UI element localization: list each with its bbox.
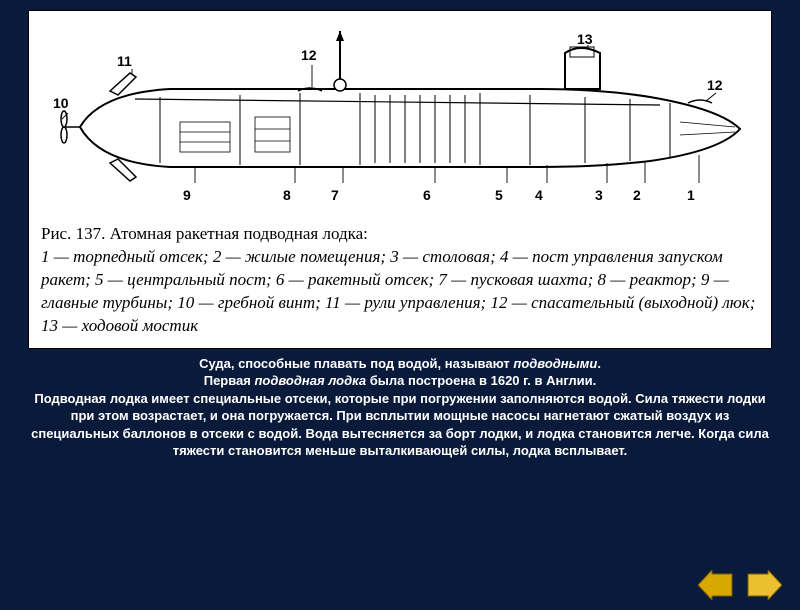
line1a: Суда, способные плавать под водой, назыв…: [199, 356, 513, 371]
line1b: подводными: [513, 356, 597, 371]
callout-12a: 12: [301, 47, 317, 63]
figure-caption: Рис. 137. Атомная ракетная подводная лод…: [35, 217, 765, 338]
line2c: была построена в 1620 г. в Англии.: [366, 373, 596, 388]
callout-4: 4: [535, 187, 543, 203]
callout-9: 9: [183, 187, 191, 203]
callout-5: 5: [495, 187, 503, 203]
callout-13: 13: [577, 31, 593, 47]
arrow-right-icon: [746, 570, 782, 600]
callout-8: 8: [283, 187, 291, 203]
callout-1: 1: [687, 187, 695, 203]
callout-11: 11: [117, 53, 132, 69]
callout-7: 7: [331, 187, 339, 203]
line2a: Первая: [204, 373, 255, 388]
callout-3: 3: [595, 187, 603, 203]
body-text: Суда, способные плавать под водой, назыв…: [0, 349, 800, 460]
arrow-left-icon: [698, 570, 734, 600]
line1c: .: [597, 356, 601, 371]
line2b: подводная лодка: [254, 373, 366, 388]
callout-12b: 12: [707, 77, 723, 93]
callout-2: 2: [633, 187, 641, 203]
submarine-diagram: 10 11 12 13 12 9 8 7 6 5 4 3 2 1: [35, 17, 765, 217]
figure-legend: 1 — торпедный отсек; 2 — жилые помещения…: [41, 247, 755, 335]
callout-6: 6: [423, 187, 431, 203]
next-button[interactable]: [746, 570, 782, 600]
prev-button[interactable]: [698, 570, 734, 600]
body-para: Подводная лодка имеет специальные отсеки…: [31, 391, 769, 459]
nav-controls: [698, 570, 782, 600]
figure-panel: 10 11 12 13 12 9 8 7 6 5 4 3 2 1 Рис. 13…: [28, 10, 772, 349]
callout-10: 10: [53, 95, 69, 111]
figure-label: Рис. 137. Атомная ракетная подводная лод…: [41, 224, 368, 243]
